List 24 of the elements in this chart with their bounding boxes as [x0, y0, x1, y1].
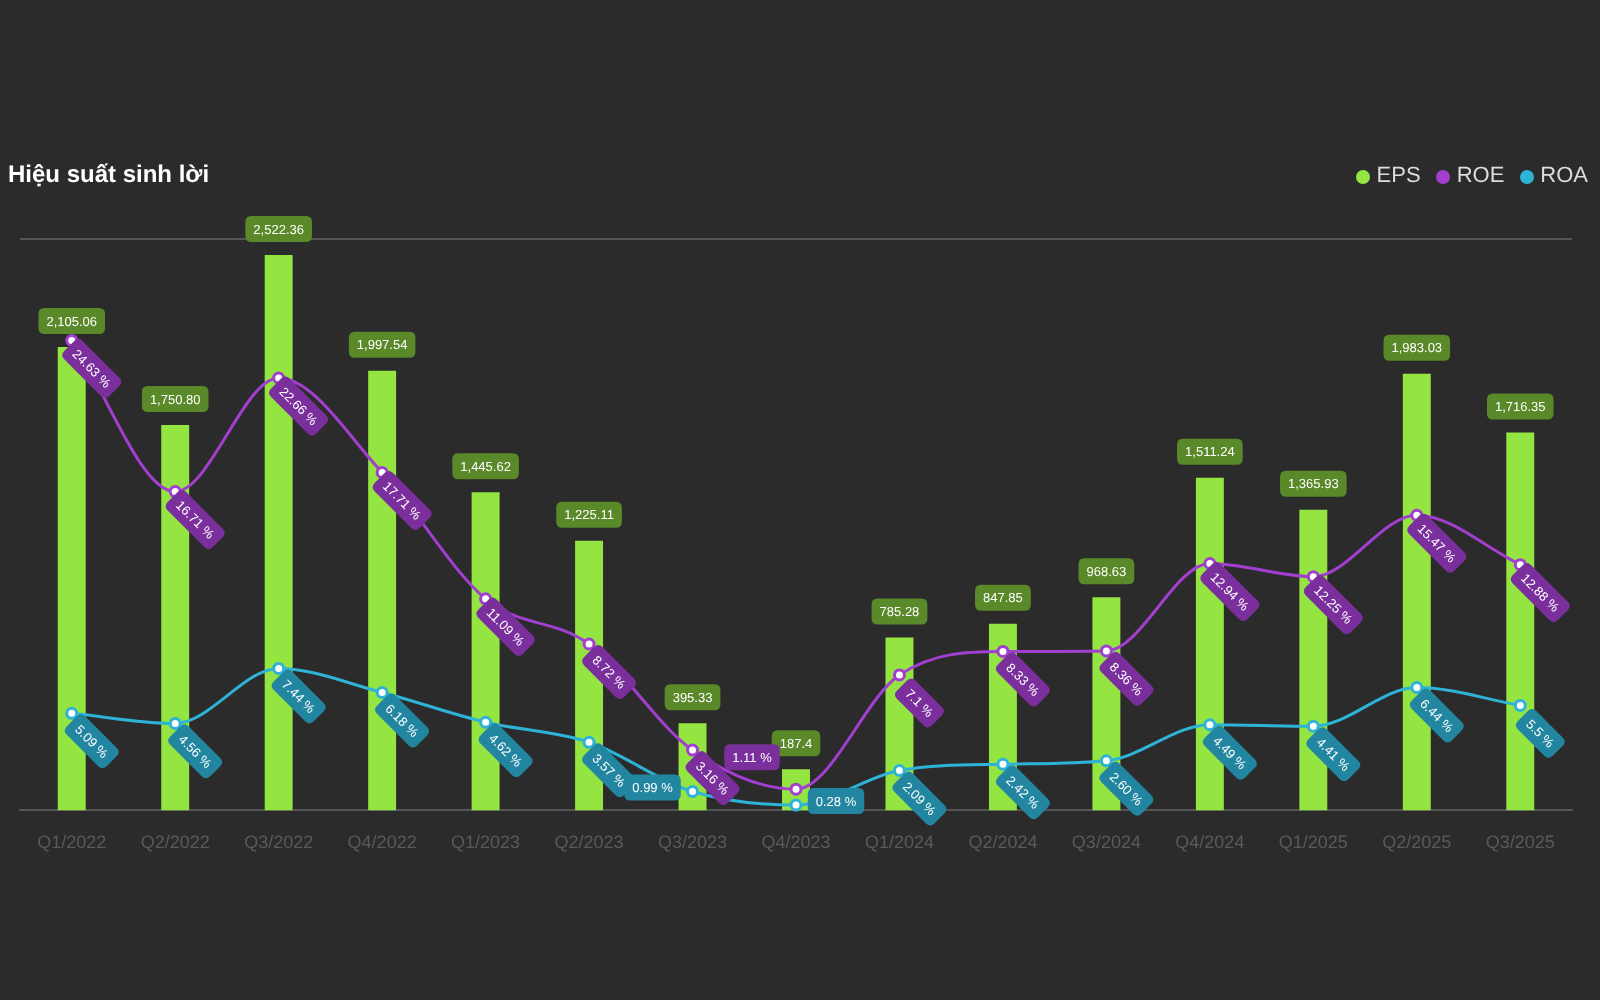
point — [1099, 754, 1113, 768]
point — [1306, 719, 1320, 733]
point — [892, 668, 906, 682]
point — [1099, 644, 1113, 658]
point — [168, 716, 182, 730]
point — [1203, 718, 1217, 732]
chart-title: Hiệu suất sinh lời — [8, 160, 210, 188]
point — [1513, 698, 1527, 712]
legend-label: EPS — [1374, 164, 1421, 188]
point — [272, 661, 286, 675]
point — [789, 798, 803, 812]
point — [996, 757, 1010, 771]
point — [65, 706, 79, 720]
point — [892, 764, 906, 778]
point — [582, 735, 596, 749]
point — [996, 644, 1010, 658]
point — [479, 715, 493, 729]
point — [686, 743, 700, 757]
point — [375, 685, 389, 699]
legend-label: ROE — [1454, 164, 1505, 188]
point — [582, 637, 596, 651]
point — [686, 785, 700, 799]
point — [1410, 681, 1424, 695]
legend-label: ROA — [1538, 164, 1588, 188]
